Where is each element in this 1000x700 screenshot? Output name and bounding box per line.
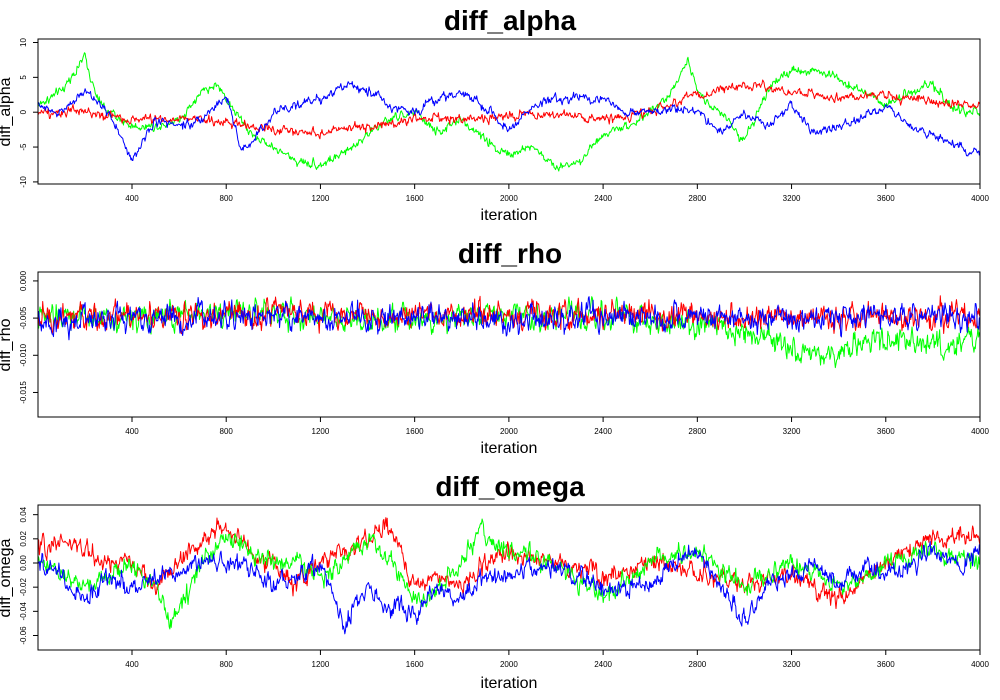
x-tick-label: 2400 <box>594 194 612 203</box>
plot-frame <box>37 504 981 651</box>
y-tick-label: -10 <box>19 176 28 188</box>
x-tick-label: 2800 <box>688 660 706 669</box>
y-tick-label: -0.005 <box>19 306 28 329</box>
plot-frame <box>37 271 981 418</box>
chart-panel-diff-omega: diff_omega diff_omega iteration 400 800 12… <box>0 471 989 692</box>
y-tick-label: -0.010 <box>19 343 28 366</box>
x-tick-label: 2800 <box>688 427 706 436</box>
x-tick-label: 1600 <box>406 660 424 669</box>
plot-border <box>37 504 981 651</box>
series-line <box>38 296 980 341</box>
chart-title: diff_alpha <box>444 5 577 36</box>
y-axis-label: diff_omega <box>0 538 14 617</box>
x-tick-label: 2400 <box>594 660 612 669</box>
series-line <box>38 52 980 172</box>
y-tick-label: 0.00 <box>19 555 28 571</box>
x-tick-label: 3600 <box>877 660 895 669</box>
y-tick-label: 10 <box>19 37 28 46</box>
x-tick-label: 2400 <box>594 427 612 436</box>
y-tick-label: -0.04 <box>19 602 28 621</box>
x-tick-label: 1200 <box>312 427 330 436</box>
y-tick-label: 0.04 <box>19 506 28 522</box>
y-axis-label: diff_alpha <box>0 77 14 146</box>
y-axis-label: diff_rho <box>0 318 14 371</box>
x-tick-label: 1600 <box>406 427 424 436</box>
y-tick-label: 0.000 <box>19 270 28 291</box>
y-tick-label: -0.015 <box>19 381 28 404</box>
y-tick-label: 0 <box>19 109 28 114</box>
y-tick-label: -0.06 <box>19 626 28 645</box>
x-tick-label: 3200 <box>783 660 801 669</box>
x-tick-label: 2000 <box>500 194 518 203</box>
x-axis-label: iteration <box>481 440 538 457</box>
x-tick-label: 1600 <box>406 194 424 203</box>
plot-border <box>37 271 981 418</box>
x-tick-label: 4000 <box>971 660 989 669</box>
y-tick-label: 5 <box>19 75 28 80</box>
x-tick-label: 4000 <box>971 194 989 203</box>
x-tick-label: 800 <box>220 194 234 203</box>
x-tick-label: 3200 <box>783 194 801 203</box>
chart-panel-diff-alpha: diff_alpha diff_alpha iteration 400 800 12… <box>0 5 989 224</box>
x-tick-label: 400 <box>125 660 139 669</box>
chart-title: diff_rho <box>458 238 562 269</box>
series-line <box>38 517 980 610</box>
plot-border <box>37 38 981 185</box>
x-tick-label: 1200 <box>312 194 330 203</box>
x-tick-label: 800 <box>220 660 234 669</box>
x-axis-label: iteration <box>481 207 538 224</box>
y-tick-label: 0.02 <box>19 531 28 547</box>
x-tick-label: 400 <box>125 194 139 203</box>
y-tick-label: -0.02 <box>19 577 28 596</box>
series-line <box>38 518 980 630</box>
series-line <box>38 79 980 140</box>
x-tick-label: 2800 <box>688 194 706 203</box>
y-tick-label: -5 <box>19 143 28 151</box>
chart-panel-diff-rho: diff_rho diff_rho iteration 400 800 1200 16… <box>0 238 989 457</box>
plot-frame <box>37 38 981 185</box>
x-tick-label: 2000 <box>500 660 518 669</box>
series-line <box>38 295 980 335</box>
series-line <box>38 541 980 635</box>
series-line <box>38 296 980 369</box>
x-tick-label: 3600 <box>877 427 895 436</box>
x-axis-label: iteration <box>481 675 538 692</box>
x-tick-label: 800 <box>220 427 234 436</box>
series-line <box>38 81 980 162</box>
x-tick-label: 400 <box>125 427 139 436</box>
chart-title: diff_omega <box>435 471 585 502</box>
x-tick-label: 3200 <box>783 427 801 436</box>
x-tick-label: 1200 <box>312 660 330 669</box>
x-tick-label: 2000 <box>500 427 518 436</box>
x-tick-label: 3600 <box>877 194 895 203</box>
x-tick-label: 4000 <box>971 427 989 436</box>
